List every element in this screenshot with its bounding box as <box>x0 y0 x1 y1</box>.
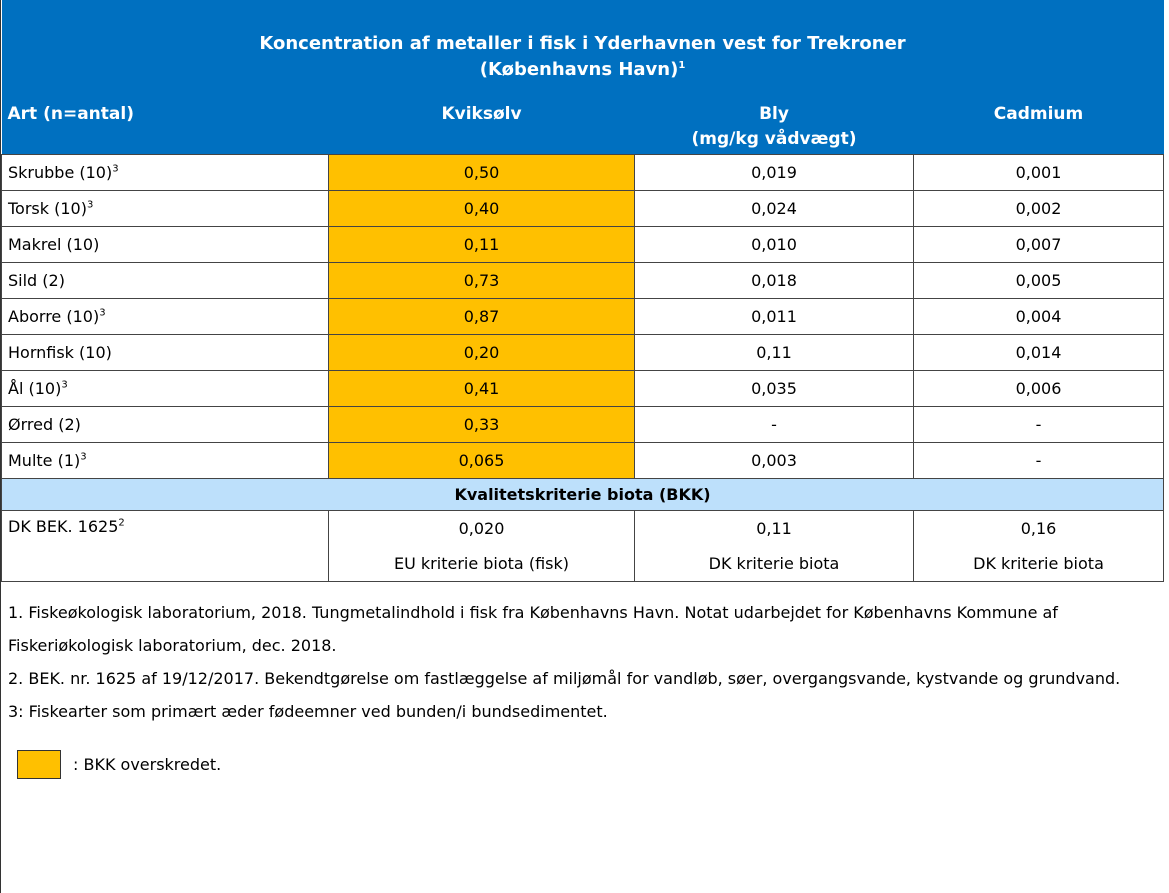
value-cell: 0,40 <box>328 190 635 227</box>
value-cell: 0,018 <box>634 262 914 299</box>
footnote: 3: Fiskearter som primært æder fødeemner… <box>8 702 608 721</box>
value-cell: - <box>912 442 1165 479</box>
criteria-row: DK BEK. 16252 0,020 0,11 0,16 <box>1 510 1165 582</box>
title: Koncentration af metaller i fisk i Yderh… <box>259 33 906 54</box>
species-name: Makrel (10) <box>1 226 329 263</box>
species: Sild (2) <box>8 271 65 290</box>
criteria-note: DK kriterie biota <box>634 546 914 582</box>
value-cell: 0,33 <box>328 406 635 443</box>
species: Skrubbe (10) <box>8 163 113 182</box>
species-name: Skrubbe (10)3 <box>1 154 329 191</box>
criteria-title: Kvalitetskriterie biota (BKK) <box>0 478 1165 511</box>
data-row: Multe (1)3 0,065 0,003- <box>1 442 1165 479</box>
unit-row: (mg/kg vådvægt) <box>1 124 1164 155</box>
data-row: Ål (10)3 0,41 0,035 0,006 <box>1 370 1165 407</box>
subtitle-row: (Københavns Havn)1 <box>1 54 1164 84</box>
criteria-note-row: EU kriterie biota (fisk) DK kriterie biot… <box>2 546 1165 582</box>
species: Ål (10) <box>8 379 62 398</box>
species-name: Ørred (2) <box>1 406 329 443</box>
data-row: Torsk (10)3 0,40 0,024 0,002 <box>1 190 1165 227</box>
footnote: 1. Fiskeøkologisk laboratorium, 2018. Tu… <box>8 603 1058 655</box>
value-cell: 0,001 <box>912 154 1165 191</box>
subtitle-sup: 1 <box>678 59 686 71</box>
data-row: Aborre (10)3 0,87 0,011 0,004 <box>1 298 1165 335</box>
species: Torsk (10) <box>8 199 87 218</box>
value-cell: - <box>634 406 914 443</box>
title-cell: Koncentration af metaller i fisk i Yderh… <box>1 0 1164 54</box>
species-sup: 3 <box>80 451 87 463</box>
table: Koncentration af metaller i fisk i Yderh… <box>0 0 1165 582</box>
value-cell: 0,41 <box>328 370 635 407</box>
species-name: Torsk (10)3 <box>1 190 329 227</box>
species: Multe (1) <box>8 451 81 470</box>
criteria-name: DK BEK. 16252 <box>1 510 329 582</box>
value-cell: 0,024 <box>634 190 914 227</box>
footnotes: 1. Fiskeøkologisk laboratorium, 2018. Tu… <box>1 582 1164 781</box>
data-row: Skrubbe (10)3 0,50 0,019 0,001 <box>1 154 1165 191</box>
value-cell: 0,010 <box>634 226 914 263</box>
unit: (mg/kg vådvægt) <box>634 124 914 155</box>
footnote: 2. BEK. nr. 1625 af 19/12/2017. Bekendtg… <box>8 669 1121 688</box>
species-name: Aborre (10)3 <box>1 298 329 335</box>
value-cell: 0,019 <box>634 154 914 191</box>
blank <box>328 124 635 155</box>
species-sup: 3 <box>61 379 68 391</box>
subtitle: (Københavns Havn) <box>479 58 679 80</box>
column-header-row: Art (n=antal) Kviksølv Bly Cadmium <box>1 84 1164 124</box>
species-name: Ål (10)3 <box>1 370 329 407</box>
species: Ørred (2) <box>8 415 81 434</box>
value-cell: 0,002 <box>912 190 1165 227</box>
column-header: Bly <box>634 84 914 124</box>
value-cell: 0,004 <box>912 298 1165 335</box>
blank <box>1 124 329 155</box>
species: Makrel (10) <box>8 235 100 254</box>
data-row: Hornfisk (10) 0,20 0,11 0,014 <box>1 334 1165 371</box>
criteria-value: 0,020 <box>328 510 635 546</box>
species-name: Multe (1)3 <box>1 442 329 479</box>
value-cell: 0,11 <box>634 334 914 371</box>
value-cell: 0,007 <box>912 226 1165 263</box>
criteria-note: DK kriterie biota <box>912 546 1165 582</box>
data-row: Ørred (2) 0,33- - <box>1 406 1165 443</box>
species-sup: 3 <box>99 307 106 319</box>
value-cell: 0,006 <box>912 370 1165 407</box>
value-cell: 0,87 <box>328 298 635 335</box>
blank <box>913 124 1164 155</box>
criteria-value: 0,16 <box>912 510 1165 546</box>
value-cell: 0,11 <box>328 226 635 263</box>
value-cell: 0,20 <box>328 334 635 371</box>
criteria-value: 0,11 <box>634 510 914 546</box>
species-name: Hornfisk (10) <box>1 334 329 371</box>
species-sup: 3 <box>112 163 119 175</box>
value-cell: 0,003 <box>634 442 914 479</box>
criteria-sup: 2 <box>118 517 125 529</box>
species: Hornfisk (10) <box>8 343 112 362</box>
value-cell: 0,014 <box>912 334 1165 371</box>
value-cell: 0,011 <box>634 298 914 335</box>
value-cell: 0,005 <box>912 262 1165 299</box>
legend-swatch <box>17 750 61 779</box>
species: Aborre (10) <box>8 307 100 326</box>
value-cell: 0,035 <box>634 370 914 407</box>
value-cell: 0,065 <box>328 442 635 479</box>
value-cell: - <box>912 406 1165 443</box>
criteria-header-row: Kvalitetskriterie biota (BKK) <box>0 478 1165 511</box>
legend: : BKK overskredet. <box>8 748 1158 781</box>
value-cell: 0,73 <box>328 262 635 299</box>
criteria-label: DK BEK. 1625 <box>8 517 119 536</box>
value-cell: 0,50 <box>328 154 635 191</box>
criteria-note: EU kriterie biota (fisk) <box>328 546 635 582</box>
data-row: Makrel (10) 0,11 0,010 0,007 <box>1 226 1165 263</box>
species-name: Sild (2) <box>1 262 329 299</box>
data-row: Sild (2) 0,73 0,018 0,005 <box>1 262 1165 299</box>
subtitle-cell: (Københavns Havn)1 <box>1 54 1164 84</box>
column-header: Kviksølv <box>328 84 635 124</box>
column-header: Art (n=antal) <box>1 84 329 124</box>
legend-text: : BKK overskredet. <box>73 755 222 774</box>
title-row: Koncentration af metaller i fisk i Yderh… <box>1 0 1164 54</box>
species-sup: 3 <box>86 199 94 211</box>
column-header: Cadmium <box>913 84 1164 124</box>
